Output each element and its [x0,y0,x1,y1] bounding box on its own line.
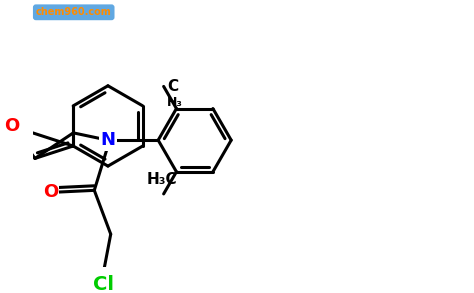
Text: C: C [167,79,178,94]
Text: Cl: Cl [93,275,114,293]
Text: H₃C: H₃C [146,172,177,187]
Text: N: N [100,131,116,149]
Text: O: O [4,117,19,135]
Text: O: O [43,183,58,201]
Text: H₃: H₃ [167,96,183,108]
Text: chem960.com: chem960.com [36,7,111,17]
